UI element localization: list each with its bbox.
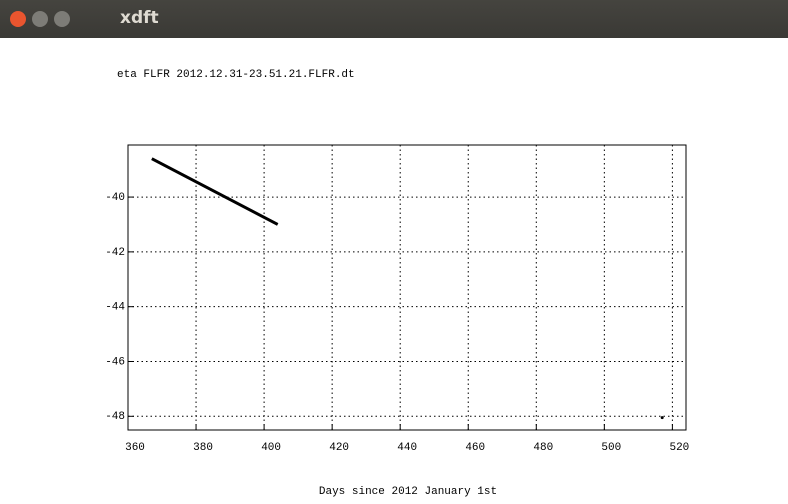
y-tick-label: -42	[105, 247, 125, 259]
x-tick-label: 440	[397, 442, 417, 454]
close-button[interactable]	[10, 11, 26, 27]
x-tick-label: 500	[601, 442, 621, 454]
window-title: xdft	[120, 8, 159, 28]
x-tick-label: 420	[329, 442, 349, 454]
title-bar: xdft	[0, 0, 788, 38]
x-axis-label: Days since 2012 January 1st	[319, 486, 497, 498]
x-tick-label: 480	[533, 442, 553, 454]
y-tick-label: -46	[105, 356, 125, 368]
chart-title: eta FLFR 2012.12.31-23.51.21.FLFR.dt	[117, 69, 355, 81]
y-tick-label: -40	[105, 192, 125, 204]
x-tick-label: 400	[261, 442, 281, 454]
x-tick-label: 380	[193, 442, 213, 454]
x-tick-label: 520	[669, 442, 689, 454]
x-tick-label: 360	[125, 442, 145, 454]
plot-frame	[127, 144, 687, 431]
minimize-button[interactable]	[32, 11, 48, 27]
x-tick-label: 460	[465, 442, 485, 454]
y-tick-label: -48	[105, 411, 125, 423]
maximize-button[interactable]	[54, 11, 70, 27]
chart: eta FLFR 2012.12.31-23.51.21.FLFR.dt Day…	[105, 69, 689, 498]
data-line	[151, 157, 279, 226]
point	[660, 416, 664, 420]
y-tick-label: -44	[105, 302, 125, 314]
